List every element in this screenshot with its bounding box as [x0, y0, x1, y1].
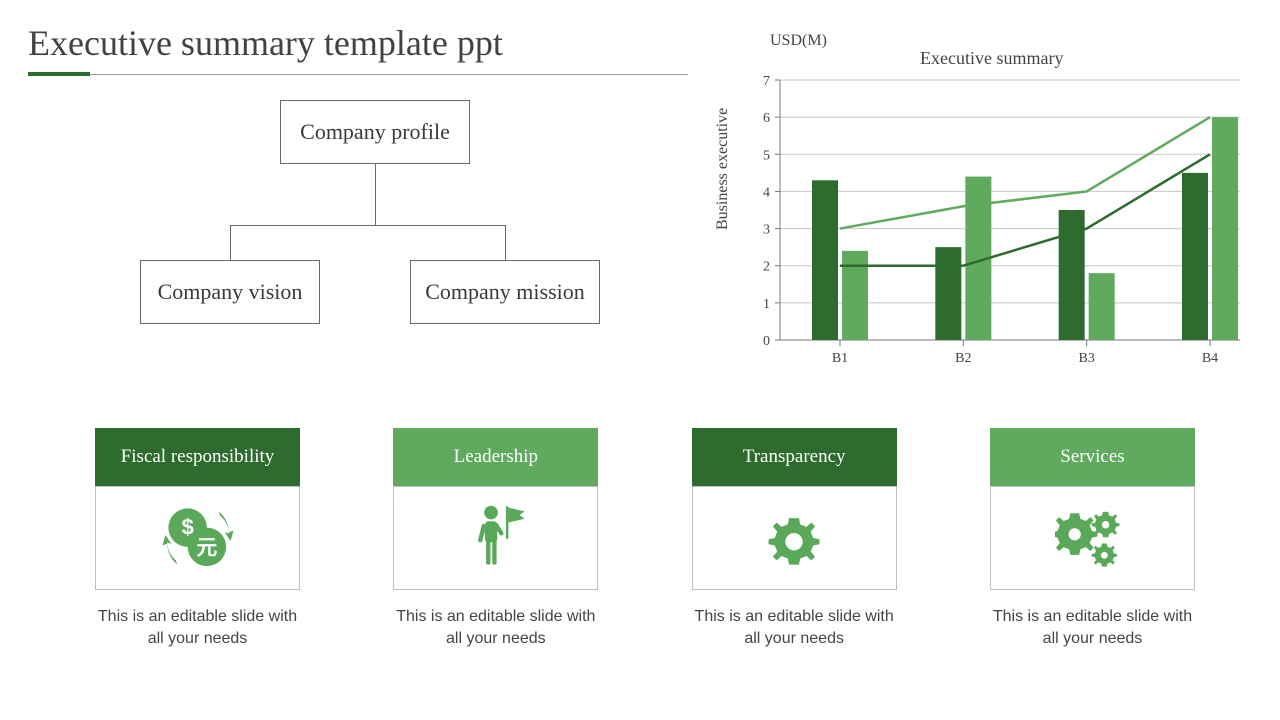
- card-body: $ 元: [95, 486, 300, 590]
- orgchart-connector-cross: [230, 225, 505, 226]
- svg-text:5: 5: [763, 148, 770, 163]
- orgchart-connector-drop-right: [505, 225, 506, 260]
- svg-text:7: 7: [763, 74, 770, 89]
- svg-text:B3: B3: [1078, 351, 1094, 366]
- orgchart-node-vision: Company vision: [140, 260, 320, 324]
- svg-text:3: 3: [763, 223, 770, 238]
- orgchart-connector-stem: [375, 164, 376, 225]
- card-body: [692, 486, 897, 590]
- card-caption: This is an editable slide with all your …: [95, 606, 300, 649]
- svg-text:6: 6: [763, 111, 770, 126]
- svg-text:1: 1: [763, 297, 770, 312]
- leader-flag-icon: [465, 503, 527, 573]
- card-header: Fiscal responsibility: [95, 428, 300, 486]
- svg-text:0: 0: [763, 334, 770, 349]
- card-body: [393, 486, 598, 590]
- orgchart-connector-drop-left: [230, 225, 231, 260]
- card-header: Transparency: [692, 428, 897, 486]
- svg-text:B2: B2: [955, 351, 971, 366]
- orgchart: Company profile Company vision Company m…: [110, 100, 610, 360]
- svg-text:2: 2: [763, 260, 770, 275]
- card-header: Services: [990, 428, 1195, 486]
- page-title: Executive summary template ppt: [28, 22, 503, 64]
- svg-text:B1: B1: [832, 351, 848, 366]
- card-fiscal: Fiscal responsibility $ 元 This is an edi…: [95, 428, 300, 649]
- orgchart-node-profile: Company profile: [280, 100, 470, 164]
- card-services: Services T: [990, 428, 1195, 649]
- card-leadership: Leadership This is an editable slide wit…: [393, 428, 598, 649]
- gears-icon: [1055, 503, 1129, 573]
- gear-icon: [763, 507, 825, 569]
- chart-svg: 0 1 2 3 4 5 6 7 B1 B2 B3 B4: [720, 30, 1260, 370]
- card-caption: This is an editable slide with all your …: [692, 606, 897, 649]
- svg-text:元: 元: [196, 536, 217, 559]
- chart-y-axis-label: Business executive: [714, 108, 732, 230]
- svg-text:4: 4: [763, 185, 770, 200]
- card-body: [990, 486, 1195, 590]
- chart-title: Executive summary: [920, 48, 1063, 69]
- card-caption: This is an editable slide with all your …: [990, 606, 1195, 649]
- svg-text:B4: B4: [1202, 351, 1218, 366]
- card-transparency: Transparency This is an editable slide w…: [692, 428, 897, 649]
- chart-container: USD(M) Executive summary Business execut…: [720, 30, 1260, 370]
- svg-text:$: $: [181, 514, 194, 539]
- chart-unit-label: USD(M): [770, 32, 827, 50]
- orgchart-node-mission: Company mission: [410, 260, 600, 324]
- card-header: Leadership: [393, 428, 598, 486]
- currency-exchange-icon: $ 元: [161, 501, 235, 575]
- card-caption: This is an editable slide with all your …: [393, 606, 598, 649]
- cards-row: Fiscal responsibility $ 元 This is an edi…: [95, 428, 1195, 649]
- title-accent: [28, 72, 90, 76]
- title-underline: [28, 74, 688, 75]
